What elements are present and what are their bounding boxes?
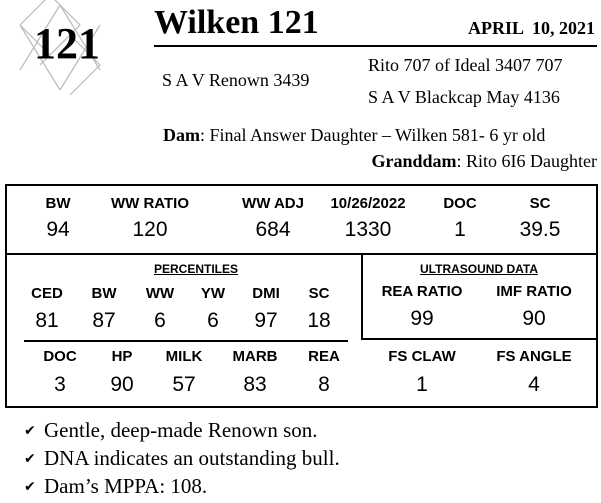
granddam-line: Granddam: Rito 6I6 Daughter: [371, 151, 597, 172]
diamond-logo-icon: [19, 0, 101, 95]
sire-dam: S A V Blackcap May 4136: [368, 87, 560, 107]
ultrasound-label: REA RATIO: [381, 283, 463, 300]
percentile-label: WW: [145, 285, 175, 302]
list-item: ✔ Gentle, deep-made Renown son.: [24, 418, 318, 443]
percentile-label: MARB: [232, 348, 278, 365]
lot-number: 121: [34, 19, 100, 68]
percentile-label: SC: [308, 285, 330, 302]
birth-date: APRIL 10, 2021: [467, 18, 595, 38]
percentile-label: MILK: [165, 348, 203, 365]
ultrasound-label: IMF RATIO: [496, 283, 572, 300]
dam-label: Dam: [163, 125, 200, 145]
ultrasound-title: ULTRASOUND DATA: [420, 262, 538, 276]
percentile-label: DMI: [252, 285, 280, 302]
stat-value: 1330: [344, 218, 392, 241]
stat-value: 1: [454, 218, 466, 241]
stat-label: DOC: [443, 195, 477, 212]
ultrasound-box: [361, 253, 598, 340]
percentile-value: 57: [172, 373, 196, 396]
foot-score-value: 1: [416, 373, 428, 396]
percentile-label: YW: [200, 285, 226, 302]
percentile-value: 6: [207, 309, 219, 332]
percentile-label: HP: [111, 348, 133, 365]
percentile-label: DOC: [43, 348, 77, 365]
percentile-value: 87: [92, 309, 116, 332]
percentile-value: 3: [54, 373, 66, 396]
stat-label: WW RATIO: [110, 195, 190, 212]
bullet-text: Gentle, deep-made Renown son.: [44, 418, 318, 442]
percentile-value: 81: [35, 309, 59, 332]
percentile-label: CED: [31, 285, 63, 302]
page-title: Wilken 121: [154, 4, 319, 41]
bullet-text: Dam’s MPPA: 108.: [44, 474, 208, 498]
percentiles-title: PERCENTILES: [153, 262, 239, 276]
sire-sire: Rito 707 of Ideal 3407 707: [368, 55, 563, 75]
stat-value: 39.5: [519, 218, 561, 241]
bullet-text: DNA indicates an outstanding bull.: [44, 446, 340, 470]
ultrasound-value: 99: [410, 307, 434, 330]
stat-value: 684: [255, 218, 291, 241]
checkmark-icon: ✔: [24, 479, 36, 495]
granddam-value: : Rito 6I6 Daughter: [456, 151, 597, 171]
percentile-value: 6: [154, 309, 166, 332]
percentile-value: 8: [318, 373, 330, 396]
stat-label: 10/26/2022: [330, 195, 406, 212]
list-item: ✔ Dam’s MPPA: 108.: [24, 474, 207, 499]
title-divider: [154, 45, 597, 47]
percentile-value: 97: [254, 309, 278, 332]
foot-score-label: FS ANGLE: [496, 348, 572, 365]
stat-value: 120: [132, 218, 168, 241]
percentiles-divider: [24, 340, 348, 342]
percentile-value: 90: [110, 373, 134, 396]
stat-label: SC: [529, 195, 551, 212]
percentile-value: 83: [243, 373, 267, 396]
stat-value: 94: [46, 218, 70, 241]
ultrasound-value: 90: [522, 307, 546, 330]
stat-label: BW: [45, 195, 71, 212]
percentile-value: 18: [307, 309, 331, 332]
percentile-label: BW: [91, 285, 117, 302]
stat-label: WW ADJ: [242, 195, 304, 212]
foot-score-value: 4: [528, 373, 540, 396]
list-item: ✔ DNA indicates an outstanding bull.: [24, 446, 340, 471]
checkmark-icon: ✔: [24, 423, 36, 439]
foot-score-label: FS CLAW: [388, 348, 456, 365]
percentile-label: REA: [308, 348, 340, 365]
checkmark-icon: ✔: [24, 451, 36, 467]
dam-line: Dam: Final Answer Daughter – Wilken 581-…: [163, 125, 545, 146]
dam-value: : Final Answer Daughter – Wilken 581- 6 …: [200, 125, 546, 145]
granddam-label: Granddam: [371, 151, 457, 171]
sire: S A V Renown 3439: [162, 70, 310, 90]
